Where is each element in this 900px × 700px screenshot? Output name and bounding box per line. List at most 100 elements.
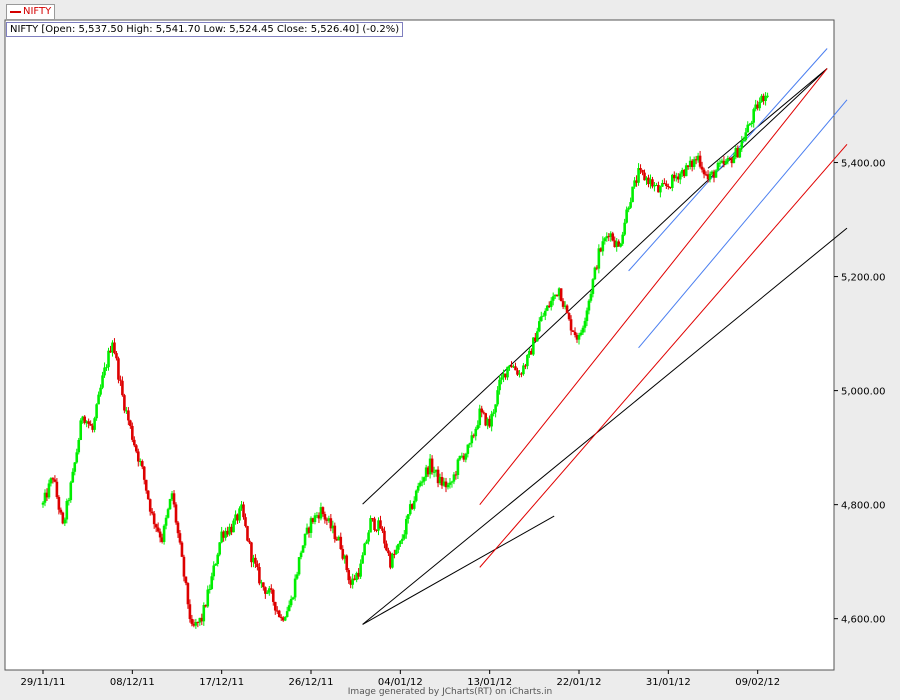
channel-outer-lower-line (362, 227, 848, 625)
candle-body (625, 209, 628, 223)
candle-body (458, 455, 462, 460)
candle-body (655, 184, 658, 186)
footer-credit: Image generated by JCharts(RT) on iChart… (347, 687, 553, 697)
candle-body (647, 177, 650, 185)
candle-body (333, 525, 337, 540)
candle-body (178, 533, 182, 543)
candle-body (103, 367, 106, 376)
candle-body (277, 610, 281, 618)
candle-body (621, 234, 624, 244)
candle-body (575, 334, 579, 340)
candle-body (571, 330, 575, 332)
candle-body (166, 509, 170, 518)
candle-body (605, 236, 609, 239)
candle-body (460, 455, 464, 457)
candle-body (649, 179, 652, 185)
candle-body (45, 492, 49, 498)
candle-body (293, 578, 297, 598)
candle-body (522, 365, 525, 375)
candle-body (583, 321, 587, 328)
candle-body (738, 148, 742, 158)
candle-body (502, 373, 505, 378)
candle-body (557, 288, 561, 297)
candle-body (710, 171, 714, 174)
candle-body (716, 162, 720, 171)
candle-body (599, 248, 603, 252)
candle-body (645, 177, 648, 181)
x-tick-label: 29/11/11 (21, 677, 66, 688)
candle-body (269, 588, 273, 590)
candle-body (287, 605, 291, 612)
candle-body (468, 443, 472, 445)
candle-body (204, 605, 208, 607)
candle-body (355, 572, 358, 580)
candle-body (331, 525, 335, 529)
candle-body (377, 520, 380, 531)
candle-body (561, 301, 565, 307)
candle-body (87, 421, 90, 424)
candle-body (470, 435, 474, 444)
candlestick-series (41, 92, 769, 629)
candle-body (597, 248, 601, 269)
candle-body (700, 166, 704, 170)
candle-body (434, 469, 438, 472)
plot-area (4, 19, 835, 671)
x-tick-label: 09/02/12 (735, 677, 780, 688)
candle-body (726, 158, 730, 162)
candle-body (482, 412, 486, 414)
candle-body (301, 545, 305, 553)
candle-body (228, 526, 231, 535)
candle-body (254, 557, 257, 564)
candle-body (657, 184, 660, 193)
candle-body (136, 451, 140, 462)
candle-body (275, 610, 279, 612)
candle-body (559, 288, 563, 302)
candle-body (520, 373, 523, 375)
candle-body (403, 534, 406, 539)
candle-body (266, 592, 269, 594)
candle-body (581, 327, 585, 333)
candle-body (518, 373, 521, 375)
candle-body (83, 416, 86, 424)
candle-body (57, 497, 61, 510)
candle-body (623, 222, 626, 235)
candle-body (532, 337, 535, 355)
candle-body (494, 404, 497, 413)
candle-body (335, 539, 339, 541)
candle-body (492, 412, 495, 414)
candle-body (115, 353, 118, 359)
candle-body (313, 515, 317, 522)
legend: NIFTY (6, 4, 56, 20)
candle-body (547, 305, 551, 308)
candle-body (184, 576, 188, 584)
candle-body (389, 553, 392, 568)
candle-body (47, 483, 51, 498)
candle-body (585, 310, 589, 322)
candle-body (498, 379, 501, 391)
candle-body (343, 555, 347, 559)
candle-body (567, 313, 571, 320)
candle-body (448, 482, 452, 485)
candle-body (577, 334, 581, 340)
candle-body (367, 532, 370, 542)
candle-body (698, 155, 702, 167)
candle-body (236, 514, 239, 521)
candle-body (593, 267, 597, 280)
candle-body (146, 490, 150, 500)
candle-body (424, 467, 428, 478)
candle-body (369, 518, 372, 533)
candle-body (680, 169, 684, 174)
candle-body (579, 332, 583, 335)
candle-body (702, 169, 706, 175)
candle-body (323, 514, 327, 520)
candle-body (762, 95, 765, 102)
candle-body (466, 444, 470, 454)
candle-body (490, 413, 493, 427)
candle-body (553, 294, 557, 297)
candle-body (279, 617, 283, 619)
candle-body (758, 101, 761, 109)
candle-body (545, 305, 549, 311)
candle-body (212, 565, 216, 577)
candle-body (744, 132, 748, 141)
candle-body (353, 578, 356, 580)
